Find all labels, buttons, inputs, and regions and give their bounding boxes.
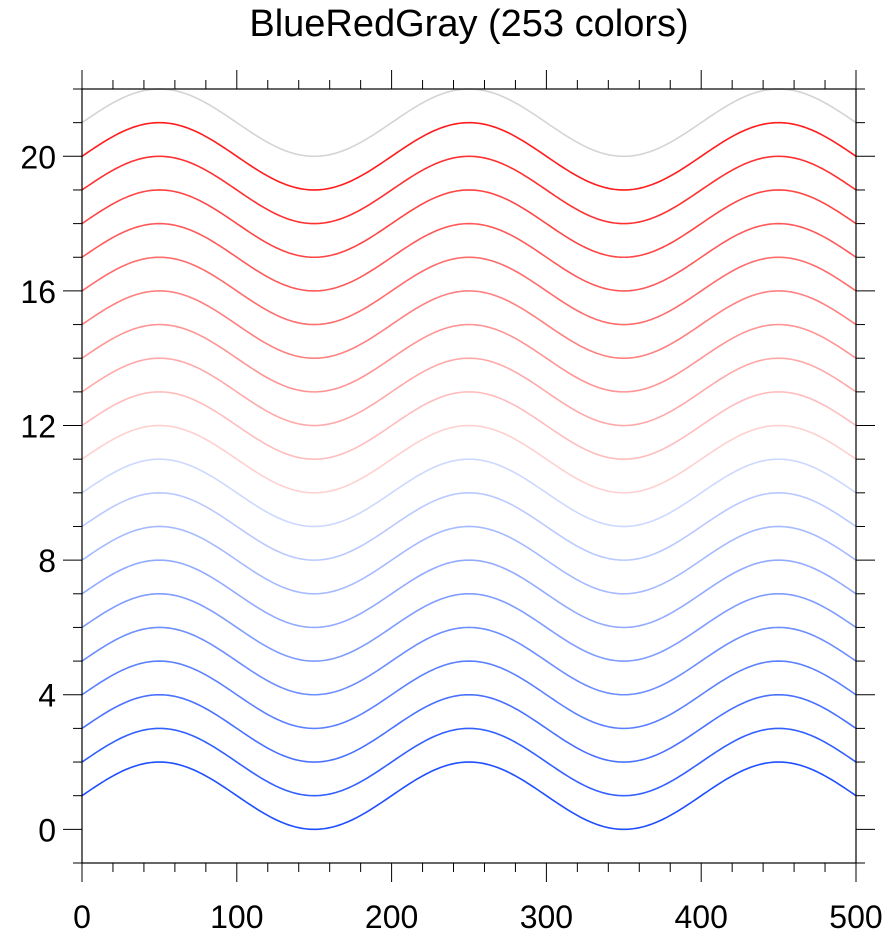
x-tick-label: 300 (520, 899, 573, 935)
y-tick-label: 12 (20, 409, 56, 445)
x-tick-label: 0 (73, 899, 91, 935)
series-line-13 (81, 323, 857, 393)
series-line-7 (81, 525, 857, 595)
x-tick-label: 500 (829, 899, 882, 935)
series-line-10 (81, 424, 857, 494)
plot-frame (81, 88, 857, 864)
series-line-15 (81, 256, 857, 326)
series-group (81, 88, 857, 831)
y-tick-label: 0 (38, 812, 56, 848)
y-tick-label: 16 (20, 274, 56, 310)
chart-title: BlueRedGray (253 colors) (249, 3, 688, 45)
series-line-16 (81, 222, 857, 292)
x-tick-label: 200 (365, 899, 418, 935)
series-line-12 (81, 357, 857, 427)
series-line-6 (81, 559, 857, 629)
axes-group: 0 100 200 300 400 500 0 4 8 12 16 20 (20, 70, 883, 935)
series-line-9 (81, 458, 857, 528)
series-line-5 (81, 592, 857, 662)
series-line-8 (81, 492, 857, 561)
x-tick-label: 400 (675, 899, 728, 935)
series-line-2 (81, 693, 857, 763)
series-line-19 (81, 121, 857, 191)
series-line-4 (81, 626, 857, 696)
series-line-1 (81, 727, 857, 797)
y-tick-label: 20 (20, 139, 56, 175)
x-tick-label: 100 (210, 899, 263, 935)
series-line-17 (81, 189, 857, 259)
series-line-14 (81, 290, 857, 360)
series-line-11 (81, 391, 857, 460)
series-line-3 (81, 660, 857, 730)
y-tick-label: 8 (38, 543, 56, 579)
y-tick-label: 4 (38, 678, 56, 714)
series-line-0 (81, 761, 857, 831)
series-line-18 (81, 155, 857, 225)
